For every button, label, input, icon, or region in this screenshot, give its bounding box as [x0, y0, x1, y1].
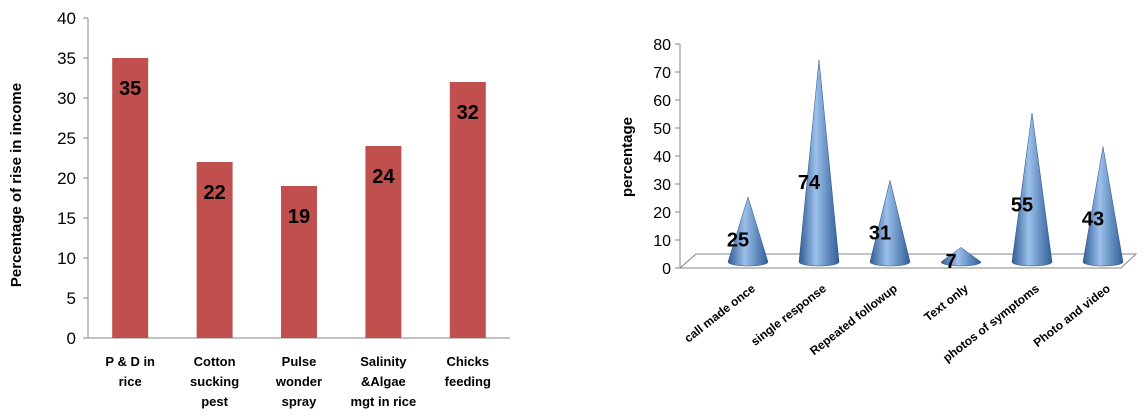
y-tick-label: 5	[67, 289, 76, 308]
cone	[798, 59, 840, 267]
bar	[365, 146, 402, 338]
data-label: 22	[203, 182, 225, 204]
income-rise-bar-chart: Percentage of rise in income 0 5 10 15 20 25 3…	[8, 9, 510, 409]
y-tick-label: 30	[57, 89, 76, 108]
category-label: Chicks feeding	[445, 354, 491, 389]
cone	[1011, 112, 1053, 267]
y-tick-label: 10	[653, 233, 671, 250]
cone-body	[1082, 146, 1124, 267]
bar	[449, 82, 486, 338]
data-label: 25	[727, 230, 749, 252]
y-tick-label: 0	[662, 261, 671, 278]
data-label: 24	[372, 166, 395, 188]
data-label: 19	[288, 206, 310, 228]
y-axis-ticks: 0 10 20 30 40 50 60 70 80	[653, 37, 680, 278]
cones	[727, 59, 1124, 267]
data-label: 35	[119, 78, 141, 100]
data-label: 32	[457, 102, 479, 124]
category-label: Pulse wonder spray	[275, 354, 322, 409]
bars	[112, 58, 486, 338]
y-tick-label: 20	[57, 169, 76, 188]
category-label: P & D in rice	[105, 354, 155, 389]
cone	[940, 247, 982, 267]
y-axis-ticks: 0 5 10 15 20 25 30 35 40	[57, 9, 88, 348]
y-tick-label: 0	[67, 329, 76, 348]
y-tick-label: 50	[653, 121, 671, 138]
category-labels: P & D in rice Cotton sucking pest Pulse wonder…	[105, 354, 491, 409]
y-tick-label: 35	[57, 49, 76, 68]
bar	[112, 58, 149, 338]
y-tick-label: 60	[653, 93, 671, 110]
category-label: Cotton sucking pest	[190, 354, 239, 409]
y-tick-label: 10	[57, 249, 76, 268]
bar	[281, 186, 317, 338]
data-label: 74	[798, 172, 821, 194]
y-axis-label: Percentage of rise in income	[8, 83, 25, 287]
data-label: 55	[1011, 194, 1033, 216]
response-percentage-cone-chart: percentage 0 10 20 30 40 50 60 70 80 25 74 31 7 55 43…	[619, 37, 1138, 365]
y-tick-label: 20	[653, 205, 671, 222]
category-label: Text only	[921, 281, 971, 324]
y-tick-label: 30	[653, 177, 671, 194]
y-tick-label: 40	[57, 9, 76, 28]
y-tick-label: 70	[653, 65, 671, 82]
cone-body	[798, 59, 840, 267]
cone-body	[1011, 112, 1053, 267]
category-label: Salinity &Algae mgt in rice	[351, 354, 417, 409]
cone-body	[940, 247, 982, 267]
cone	[727, 196, 769, 267]
data-label: 7	[945, 251, 956, 273]
data-label: 43	[1082, 208, 1104, 230]
category-label: call made once	[681, 281, 758, 345]
category-label: Photo and video	[1031, 281, 1113, 350]
y-tick-label: 80	[653, 37, 671, 54]
data-labels: 25 74 31 7 55 43	[727, 172, 1104, 273]
data-labels: 35 22 19 24 32	[119, 78, 479, 228]
cone-body	[727, 196, 769, 267]
bar	[196, 162, 233, 338]
cone	[869, 180, 911, 267]
y-axis-label: percentage	[619, 117, 636, 197]
cone-body	[869, 180, 911, 267]
cone	[1082, 146, 1124, 267]
y-tick-label: 40	[653, 149, 671, 166]
y-tick-label: 15	[57, 209, 76, 228]
data-label: 31	[869, 223, 891, 245]
y-tick-label: 25	[57, 129, 76, 148]
